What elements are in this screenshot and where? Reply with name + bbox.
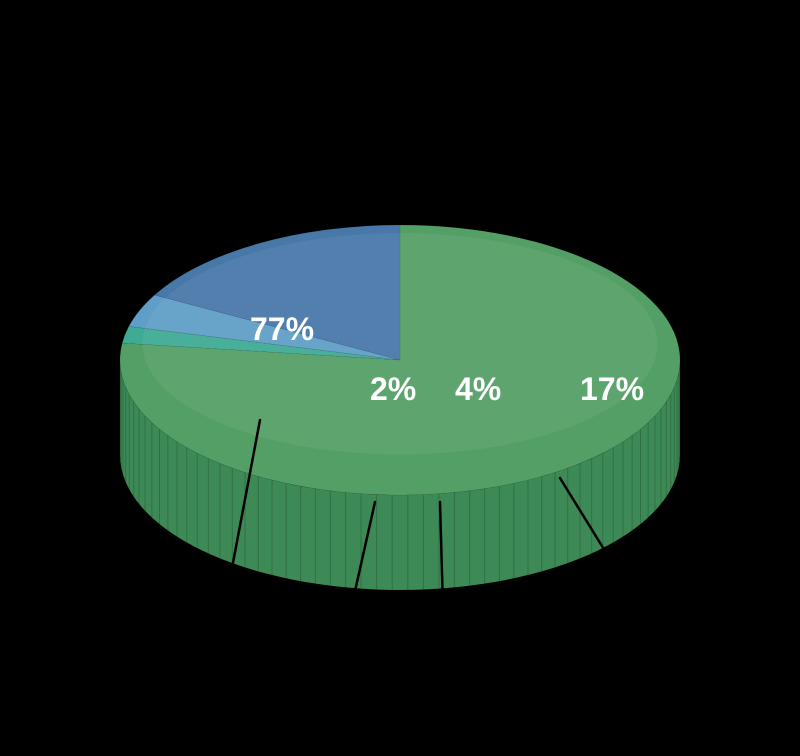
- pie-slice-label: 77%: [250, 311, 314, 347]
- pie-slice-label: 2%: [370, 371, 416, 407]
- pie-top-highlight: [142, 233, 657, 454]
- pie-chart-3d: 77% 2% 4% 17%: [0, 0, 800, 756]
- pie-slice-label: 17%: [580, 371, 644, 407]
- pie-slice-label: 4%: [455, 371, 501, 407]
